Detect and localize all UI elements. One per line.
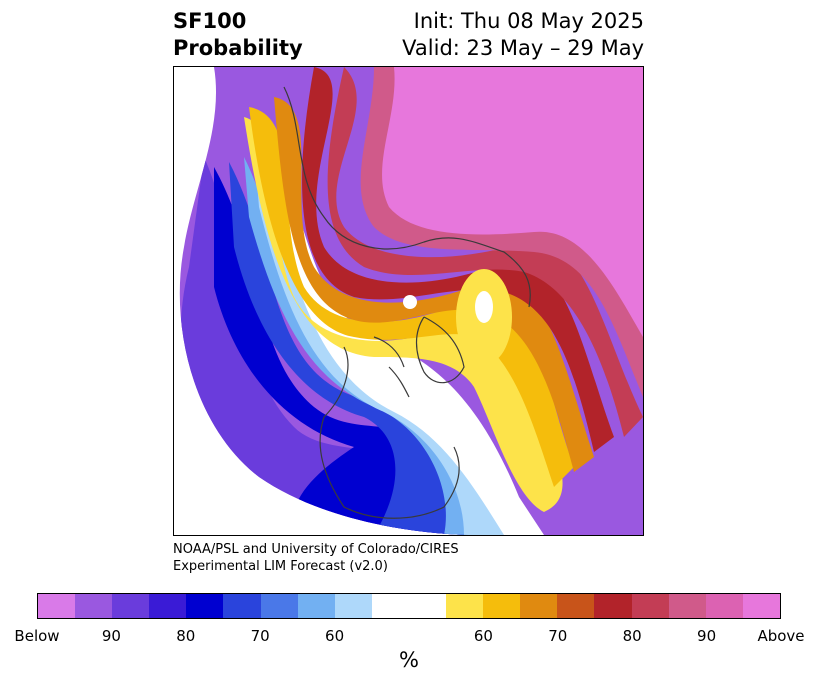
- colorbar-swatch: [446, 594, 484, 618]
- title-variable: SF100: [173, 9, 247, 33]
- colorbar-swatch: [334, 594, 372, 618]
- colorbar-swatch: [742, 594, 780, 618]
- coastline-greenland: [415, 316, 465, 384]
- colorbar-swatch: [668, 594, 706, 618]
- valid-range: Valid: 23 May – 29 May: [402, 36, 644, 60]
- colorbar-swatch: [483, 594, 521, 618]
- colorbar-swatch: [594, 594, 632, 618]
- init-date: Init: Thu 08 May 2025: [413, 9, 644, 33]
- colorbar-swatch: [705, 594, 743, 618]
- north-pole-marker: [403, 295, 417, 309]
- colorbar-swatch: [223, 594, 261, 618]
- forecast-map: [173, 66, 644, 536]
- map-title-right: Init: Thu 08 May 2025 Valid: 23 May – 29…: [402, 8, 644, 62]
- colorbar-swatch: [631, 594, 669, 618]
- colorbar-swatch: [520, 594, 558, 618]
- coastlines: [283, 86, 531, 519]
- credit-line-1: NOAA/PSL and University of Colorado/CIRE…: [173, 542, 459, 557]
- colorbar-swatch: [75, 594, 113, 618]
- zone-neutral: [269, 137, 544, 535]
- zone-above-pale: [244, 117, 563, 512]
- colorbar-swatch: [408, 594, 447, 618]
- coastline-arctic-islands: [373, 336, 410, 398]
- zone-neutral-pocket: [475, 291, 493, 323]
- colorbar-swatch: [260, 594, 298, 618]
- coastline-north-america: [319, 346, 460, 519]
- colorbar-tick-label: 60: [473, 627, 493, 645]
- zone-above-rose: [327, 67, 643, 437]
- colorbar-swatch: [186, 594, 224, 618]
- colorbar-tick-label: 70: [250, 627, 270, 645]
- colorbar-tick-label: 90: [697, 627, 717, 645]
- zone-below-mid: [229, 162, 474, 535]
- colorbar-tick-label: 70: [548, 627, 568, 645]
- colorbar-tick-label: 90: [101, 627, 121, 645]
- colorbar-unit: %: [399, 648, 419, 672]
- colorbar-swatch: [149, 594, 187, 618]
- colorbar-swatch: [557, 594, 595, 618]
- zone-below-strong: [180, 157, 494, 535]
- colorbar: [37, 593, 781, 619]
- colorbar-tick-label: Below: [14, 627, 60, 645]
- colorbar-swatch: [112, 594, 150, 618]
- probability-field: [179, 67, 643, 535]
- title-metric: Probability: [173, 36, 303, 60]
- colorbar-tick-label: Above: [757, 627, 805, 645]
- zone-above-max: [382, 67, 643, 337]
- colorbar-tick-label: 60: [325, 627, 345, 645]
- colorbar-swatch: [371, 594, 409, 618]
- colorbar-swatch: [297, 594, 335, 618]
- polar-map-svg: [179, 67, 643, 535]
- coastline-eurasia: [283, 86, 531, 308]
- credit-line-2: Experimental LIM Forecast (v2.0): [173, 559, 388, 574]
- colorbar-tick-label: 80: [622, 627, 642, 645]
- map-title-left: SF100 Probability: [173, 8, 303, 62]
- colorbar-tick-label: 80: [176, 627, 196, 645]
- colorbar-swatch: [38, 594, 76, 618]
- data-credit: NOAA/PSL and University of Colorado/CIRE…: [173, 541, 459, 575]
